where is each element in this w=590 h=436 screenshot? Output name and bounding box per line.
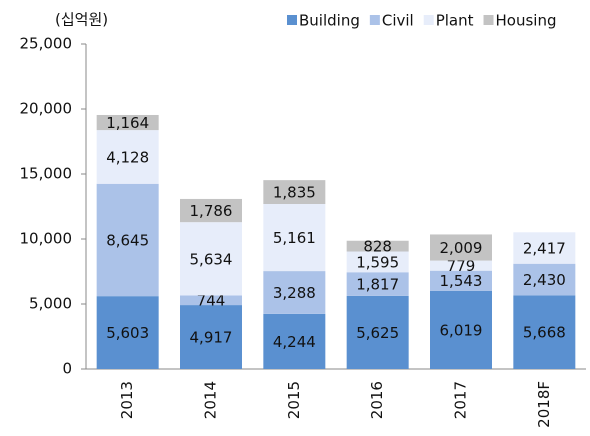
data-label: 1,164 — [106, 114, 149, 132]
data-label: 2,417 — [523, 240, 566, 258]
legend-label: Plant — [436, 12, 474, 30]
legend-label: Building — [299, 12, 360, 30]
bar-segment — [263, 313, 326, 369]
data-label: 779 — [447, 257, 476, 275]
x-tick-label: 2013 — [118, 381, 136, 419]
bar-segment — [96, 114, 159, 131]
legend-swatch — [483, 15, 494, 25]
data-label: 3,288 — [273, 284, 316, 302]
legend-label: Civil — [382, 12, 414, 30]
y-tick-label: 10,000 — [20, 230, 73, 248]
data-label: 2,009 — [440, 239, 483, 257]
x-tick-label: 2017 — [452, 381, 470, 419]
data-label: 5,634 — [190, 250, 233, 268]
bar-segment — [513, 295, 576, 369]
legend-swatch — [287, 15, 297, 25]
data-label: 5,625 — [356, 324, 399, 342]
y-tick-label: 20,000 — [20, 100, 73, 118]
bar-segment — [96, 296, 159, 369]
data-label: 2,430 — [523, 271, 566, 289]
data-label: 4,128 — [106, 148, 149, 166]
bar-segment — [180, 295, 242, 306]
unit-label: (십억원) — [55, 11, 108, 29]
bar-segment — [513, 263, 576, 296]
bar-segment — [430, 270, 492, 291]
bar-segment — [430, 290, 492, 369]
data-label: 1,817 — [356, 276, 399, 294]
bar-segment — [430, 260, 492, 271]
bar-segment — [180, 222, 242, 296]
y-tick-label: 15,000 — [20, 165, 73, 183]
bar-segment — [346, 251, 409, 273]
bar-segment — [346, 295, 409, 369]
data-label: 5,668 — [523, 324, 566, 342]
data-label: 4,244 — [273, 333, 316, 351]
data-label: 1,786 — [190, 202, 233, 220]
bar-segment — [346, 240, 409, 252]
data-label: 6,019 — [440, 321, 483, 339]
bar-segment — [263, 180, 326, 204]
bar-segment — [180, 198, 242, 223]
bar-segment — [430, 234, 492, 261]
x-tick-label: 2018F — [535, 381, 553, 428]
legend-label: Housing — [496, 12, 557, 30]
bar-segment — [346, 272, 409, 296]
data-label: 5,603 — [106, 324, 149, 342]
data-label: 4,917 — [190, 329, 233, 347]
x-tick-label: 2016 — [368, 381, 386, 419]
y-tick-label: 5,000 — [29, 295, 72, 313]
x-tick-label: 2015 — [285, 381, 303, 419]
bar-segment — [180, 305, 242, 369]
y-tick-label: 0 — [62, 360, 72, 378]
legend-swatch — [423, 15, 434, 25]
bar-segment — [96, 183, 159, 297]
data-label: 828 — [363, 238, 392, 256]
x-tick-label: 2014 — [202, 381, 220, 419]
legend-swatch — [369, 15, 380, 25]
data-label: 1,543 — [440, 272, 483, 290]
bar-segment — [263, 203, 326, 272]
bar-segment — [96, 130, 159, 184]
data-label: 5,161 — [273, 229, 316, 247]
y-tick-label: 25,000 — [20, 35, 73, 53]
bar-segment — [513, 232, 576, 264]
data-label: 1,835 — [273, 184, 316, 202]
data-label: 744 — [197, 292, 226, 310]
data-label: 8,645 — [106, 231, 149, 249]
bar-segment — [263, 271, 326, 314]
data-label: 1,595 — [356, 253, 399, 271]
